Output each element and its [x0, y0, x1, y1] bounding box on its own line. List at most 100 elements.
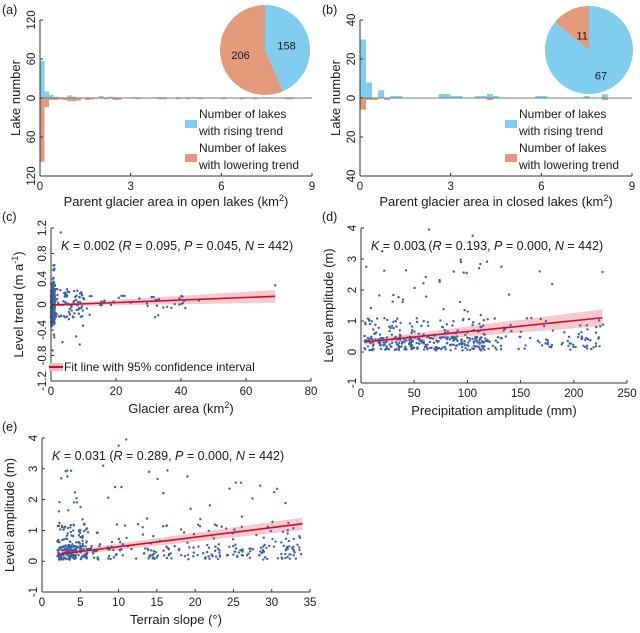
data-point [455, 344, 458, 347]
data-point [52, 276, 55, 280]
data-point [98, 542, 102, 546]
data-point [59, 231, 62, 234]
data-point [456, 339, 459, 343]
data-point [394, 341, 398, 344]
data-point [77, 540, 80, 544]
data-point [598, 345, 601, 348]
data-point [413, 330, 416, 333]
data-point [500, 337, 503, 340]
data-point [286, 529, 289, 532]
bar-rising [601, 94, 608, 98]
panel-d-annotation: K = 0.003 (R = 0.193, P = 0.000, N = 442… [371, 239, 603, 253]
data-point [166, 469, 169, 472]
data-point [567, 335, 571, 339]
data-point [390, 341, 394, 345]
data-point [156, 554, 159, 557]
data-point [148, 470, 151, 474]
data-point [458, 342, 461, 346]
panel-b-bars [360, 39, 632, 110]
data-point [187, 558, 190, 561]
data-point [61, 341, 64, 344]
data-point [410, 325, 414, 328]
data-point [248, 556, 252, 559]
data-point [186, 541, 189, 544]
pie-slice-lowering [220, 5, 284, 96]
data-point [550, 345, 553, 349]
data-point [546, 339, 549, 342]
data-point [118, 540, 122, 544]
data-point [201, 552, 205, 555]
data-point [67, 318, 71, 321]
data-point [479, 262, 482, 266]
data-point [152, 549, 156, 553]
data-point [404, 347, 407, 351]
data-point [417, 342, 421, 345]
data-point [583, 338, 587, 341]
data-point [269, 529, 273, 533]
panel-a-histogram-open-lakes: (a) 158 206 0 3 6 9 120 60 0 60 120 Number of lak… [2, 3, 315, 209]
data-point [57, 315, 61, 318]
data-point [75, 294, 78, 297]
data-point [481, 344, 484, 348]
data-point [599, 325, 602, 328]
y-tick-label: 3 [28, 466, 40, 472]
panel-c-fit-line [50, 295, 276, 306]
y-tick-label: 0 [37, 301, 49, 307]
data-point [79, 544, 82, 548]
bar-rising [541, 96, 548, 98]
pie-slice-label: 67 [595, 70, 607, 82]
data-point [162, 554, 166, 557]
data-point [424, 345, 428, 348]
bar-lowering [112, 98, 118, 100]
data-point [396, 317, 399, 320]
data-point [245, 554, 249, 557]
data-point [102, 300, 106, 303]
bar-rising [438, 94, 445, 98]
data-point [280, 541, 283, 544]
data-point [486, 318, 489, 321]
data-point [59, 288, 62, 292]
data-point [109, 557, 112, 561]
data-point [100, 300, 103, 303]
y-tick-label: 40 [346, 170, 358, 183]
data-point [134, 557, 138, 560]
bar-lowering [76, 98, 81, 101]
data-point [429, 336, 433, 340]
data-point [231, 538, 235, 541]
data-point [75, 496, 78, 500]
panel-c-ylabel: Level trend (m a-1) [10, 251, 26, 357]
data-point [484, 337, 487, 340]
data-point [259, 484, 262, 487]
data-point [205, 550, 209, 554]
bar-lowering [366, 98, 373, 100]
data-point [65, 534, 69, 537]
data-point [218, 551, 221, 554]
data-point [247, 552, 250, 555]
y-tick-label: 2 [347, 287, 359, 293]
y-tick-label: -0.4 [37, 319, 49, 339]
data-point [69, 553, 73, 556]
x-tick-label: 150 [511, 388, 530, 400]
data-point [207, 529, 210, 532]
data-point [95, 531, 99, 534]
data-point [594, 331, 598, 334]
data-point [71, 543, 74, 546]
data-point [138, 297, 141, 300]
data-point [165, 545, 168, 548]
data-point [251, 547, 255, 551]
data-point [529, 336, 532, 340]
data-point [57, 510, 61, 513]
data-point [572, 343, 575, 347]
data-point [438, 278, 441, 282]
data-point [259, 546, 263, 549]
data-point [292, 527, 295, 530]
data-point [70, 534, 73, 537]
data-point [471, 347, 474, 350]
data-point [180, 554, 183, 557]
panel-a-bars [40, 60, 312, 162]
data-point [404, 345, 407, 349]
bar-lowering [384, 98, 391, 100]
data-point [69, 526, 72, 529]
data-point [449, 349, 452, 352]
